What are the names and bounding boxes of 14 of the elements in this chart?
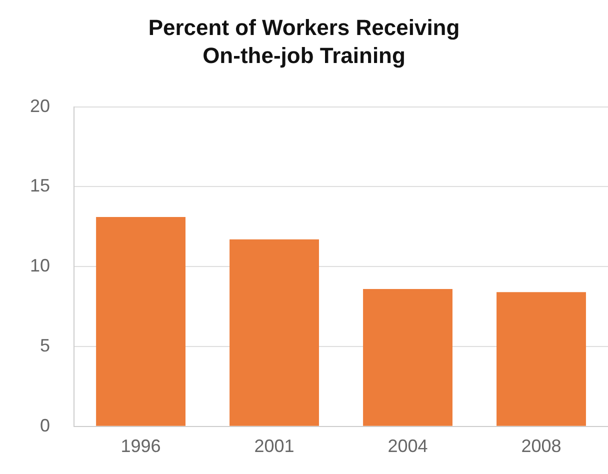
y-tick-label: 10 <box>30 256 50 276</box>
bar <box>96 217 186 426</box>
x-tick-label: 2001 <box>254 436 294 456</box>
x-tick-label: 1996 <box>120 436 161 456</box>
bar <box>363 288 452 426</box>
y-tick-label: 5 <box>40 335 50 356</box>
bar <box>230 239 319 426</box>
x-tick-label: 2008 <box>521 436 562 456</box>
bar <box>496 292 586 426</box>
x-tick-label: 2004 <box>388 436 428 456</box>
y-tick-label: 0 <box>40 415 50 436</box>
y-tick-label: 20 <box>30 96 50 116</box>
chart-title: Percent of Workers Receiving On-the-job Training <box>147 14 461 70</box>
y-tick-label: 15 <box>30 176 50 196</box>
